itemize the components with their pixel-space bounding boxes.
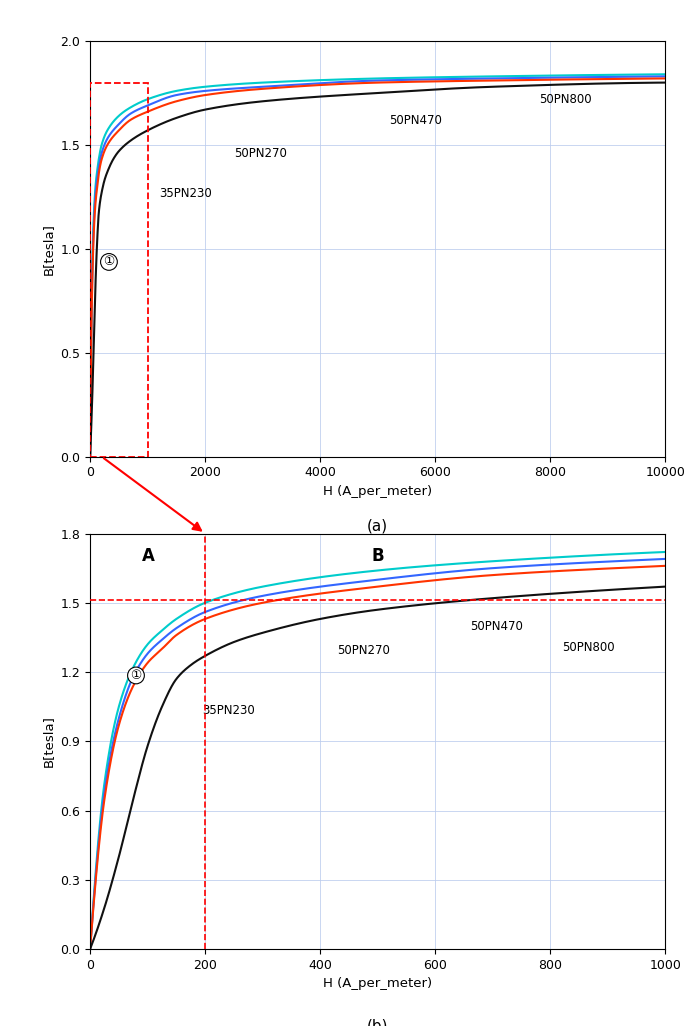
X-axis label: H (A_per_meter): H (A_per_meter) [323, 485, 432, 498]
Text: (a): (a) [367, 519, 388, 534]
Text: A: A [142, 547, 155, 565]
Text: 50PN800: 50PN800 [562, 641, 615, 655]
Y-axis label: B[tesla]: B[tesla] [42, 715, 55, 767]
Text: ①: ① [130, 669, 141, 682]
Text: 50PN470: 50PN470 [470, 621, 523, 633]
Text: 35PN230: 35PN230 [202, 704, 255, 716]
Text: ①: ① [103, 255, 114, 269]
Text: 50PN270: 50PN270 [234, 148, 287, 160]
X-axis label: H (A_per_meter): H (A_per_meter) [323, 978, 432, 990]
Text: 50PN800: 50PN800 [538, 93, 591, 107]
Text: 35PN230: 35PN230 [159, 187, 212, 200]
Text: B: B [372, 547, 385, 565]
Text: 50PN470: 50PN470 [389, 114, 442, 127]
Text: (b): (b) [367, 1018, 389, 1026]
Y-axis label: B[tesla]: B[tesla] [42, 223, 55, 275]
Bar [90, 83, 148, 457]
Text: 50PN270: 50PN270 [337, 643, 390, 657]
